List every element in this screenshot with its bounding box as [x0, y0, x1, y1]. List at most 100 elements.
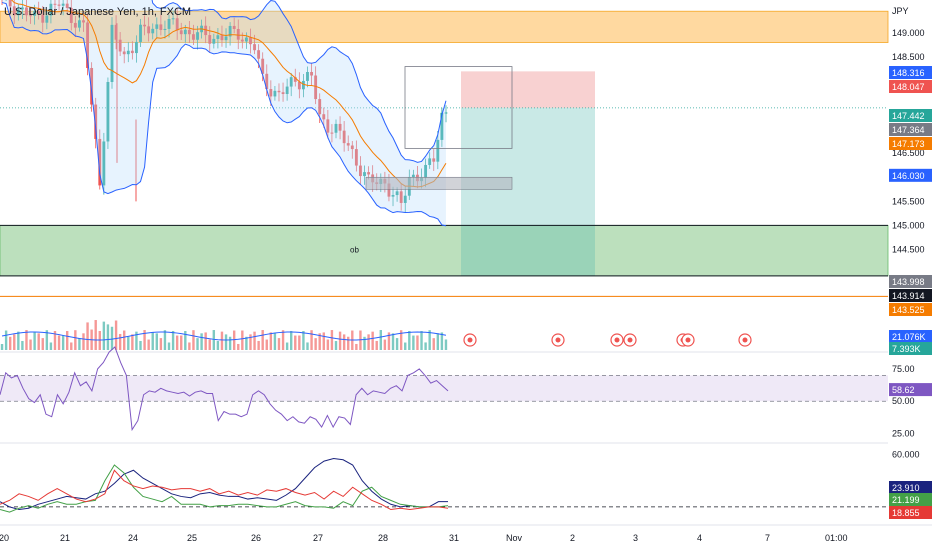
dmi-line-di_plus	[0, 464, 449, 513]
volume-bar	[204, 332, 207, 350]
volume-bar	[17, 331, 20, 350]
candle-body	[159, 24, 163, 31]
event-marker-dot	[742, 337, 748, 343]
volume-bar	[155, 333, 158, 350]
candle-body	[179, 30, 183, 35]
candle-body	[147, 26, 151, 34]
candle-body	[122, 51, 126, 55]
candle-body	[175, 18, 179, 31]
volume-bar	[37, 333, 40, 350]
volume-bar	[412, 335, 415, 350]
candle-body	[395, 191, 399, 196]
candle-body	[118, 39, 122, 52]
candle-body	[403, 195, 407, 203]
volume-bar	[318, 333, 321, 350]
candle-body	[183, 29, 187, 35]
candle-body	[196, 32, 199, 40]
volume-bar	[322, 332, 325, 350]
candle-body	[86, 22, 89, 68]
volume-ma	[1, 331, 447, 341]
bollinger-lower	[1, 2, 447, 227]
candle-body	[220, 35, 224, 41]
price-label-bg	[889, 123, 932, 136]
time-axis-tick: 31	[449, 533, 459, 543]
candle-body	[350, 145, 354, 150]
volume-bar	[379, 330, 382, 350]
candle-body	[167, 18, 171, 29]
price-axis-tick: 144.500	[892, 244, 925, 254]
volume-bar	[159, 338, 163, 350]
volume-bar	[94, 320, 97, 350]
volume-bar	[338, 331, 342, 350]
price-label-bg	[889, 66, 932, 79]
candle-body	[20, 7, 24, 10]
candle-body	[297, 81, 301, 90]
volume-bar	[184, 331, 187, 350]
candle-body	[306, 71, 309, 81]
volume-bar	[245, 336, 248, 350]
candle-body	[399, 191, 403, 203]
volume-bar	[310, 330, 313, 350]
dmi-line-adx	[0, 457, 448, 511]
dmi-axis-tick: 60.000	[892, 450, 920, 460]
volume-bar	[143, 330, 146, 350]
volume-bar	[123, 330, 126, 350]
event-marker-dot	[555, 337, 561, 343]
candle-body	[171, 18, 175, 20]
range-box-small	[365, 176, 513, 190]
price-label-bg	[889, 303, 932, 316]
volume-bar	[171, 330, 175, 350]
candle-body	[151, 28, 155, 34]
candle-body	[330, 132, 334, 134]
volume-bar	[302, 331, 305, 350]
volume-bar	[147, 339, 150, 350]
volume-bar	[387, 332, 391, 350]
time-axis-tick: 2	[570, 533, 575, 543]
volume-bar	[290, 330, 293, 350]
volume-bar	[334, 341, 338, 350]
candle-body	[192, 34, 195, 40]
candle-body	[53, 3, 57, 5]
volume-label-bg	[889, 330, 932, 343]
range-box	[404, 66, 513, 149]
dmi-label-bg	[889, 506, 932, 519]
time-axis-tick: 26	[251, 533, 261, 543]
volume-label: 7.393K	[892, 344, 921, 354]
candle-body	[424, 164, 428, 178]
volume-bar	[167, 342, 171, 350]
candle-body	[187, 29, 191, 35]
candle-body	[61, 3, 65, 6]
volume-bar	[404, 342, 407, 350]
candle-body	[236, 28, 240, 40]
candle-body	[102, 141, 106, 186]
candle-body	[354, 149, 358, 166]
candle-body	[16, 9, 20, 16]
volume-bar	[102, 321, 106, 350]
price-label: 146.030	[892, 171, 925, 181]
dmi-label: 23.910	[892, 483, 920, 493]
volume-bar	[285, 342, 289, 350]
volume-bar	[273, 333, 277, 350]
candle-body	[204, 25, 208, 36]
volume-bar	[228, 336, 232, 350]
candle-body	[285, 86, 289, 95]
volume-bar	[151, 332, 154, 350]
candle-body	[363, 172, 366, 177]
candle-body	[208, 35, 212, 44]
volume-bar	[163, 330, 167, 350]
volume-bar	[281, 330, 285, 350]
price-label: 147.442	[892, 111, 925, 121]
candle-body	[261, 58, 265, 74]
volume-bar	[135, 331, 138, 350]
volume-bar	[216, 341, 220, 350]
dmi-label-bg	[889, 493, 932, 506]
price-label: 143.998	[892, 277, 925, 287]
bollinger-upper	[151, 0, 447, 163]
position-target-area	[461, 107, 595, 276]
chart-title: U.S. Dollar / Japanese Yen, 1h, FXCM	[4, 6, 192, 18]
volume-bar	[253, 331, 256, 350]
volume-bars	[0, 320, 448, 350]
candle-body	[110, 24, 114, 82]
dmi-line-di_minus	[0, 469, 449, 511]
